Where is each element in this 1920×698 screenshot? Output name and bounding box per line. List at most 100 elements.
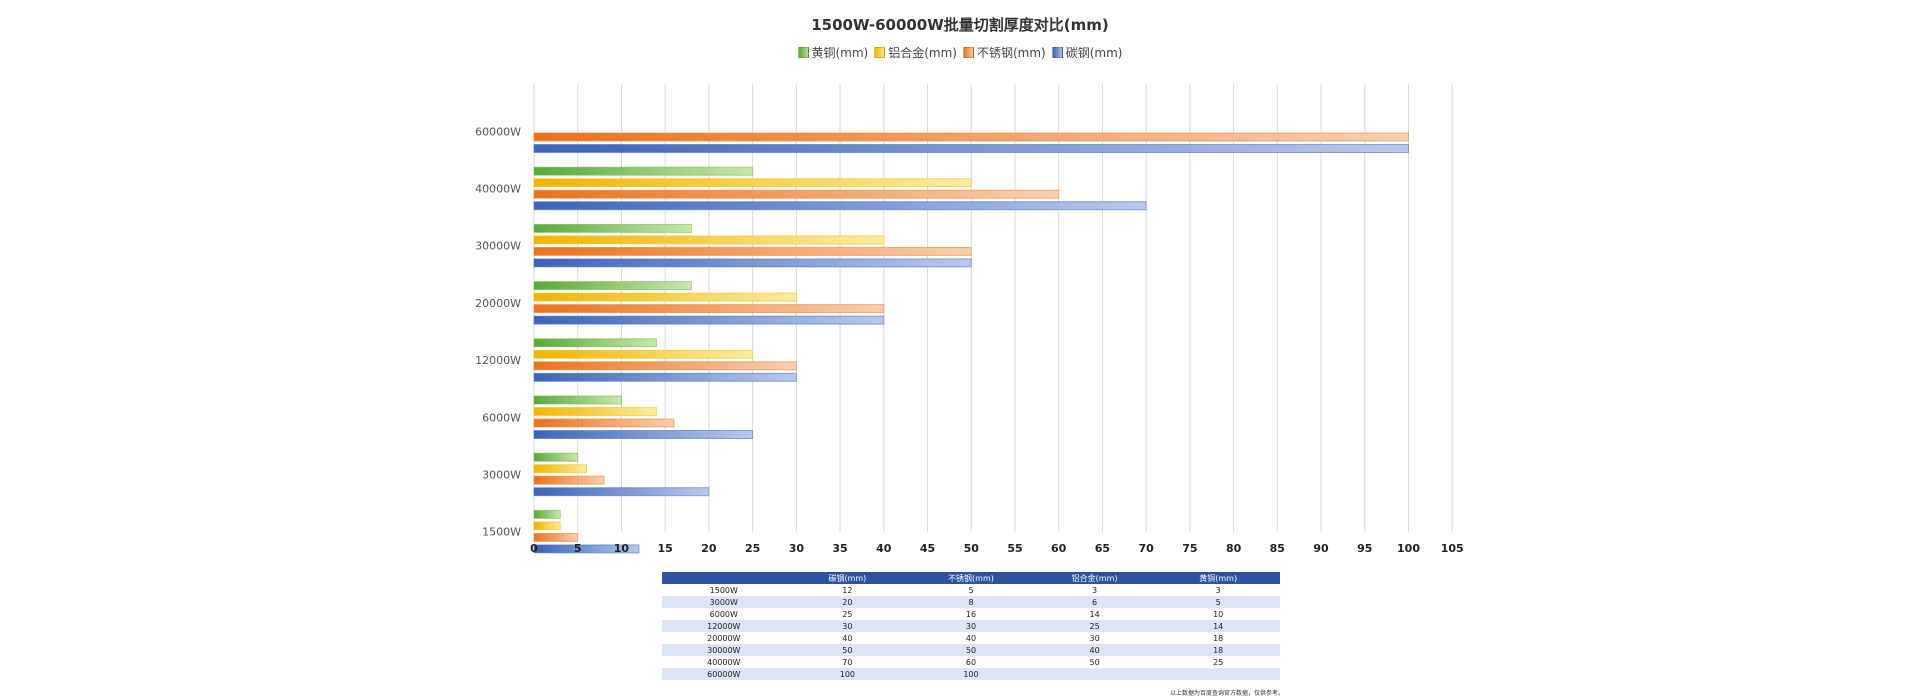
table-header-cell: 不锈钢(mm) [909, 572, 1033, 584]
table-cell: 20000W [662, 632, 786, 644]
x-tick-label: 40 [876, 542, 892, 555]
legend-swatch-brass [797, 47, 809, 58]
table-cell: 12 [785, 584, 910, 596]
table-cell: 10 [1156, 608, 1280, 620]
y-tick-label: 3000W [482, 468, 521, 481]
table-header-cell [662, 572, 786, 584]
table-cell: 30 [785, 620, 910, 632]
bar-3000W-3[interactable] [533, 487, 710, 497]
y-axis: 60000W 40000W 30000W 20000W 12000W 6000W 3000W… [475, 125, 521, 538]
bar-12000W-1[interactable] [533, 349, 754, 359]
table-cell: 100 [909, 668, 1033, 680]
table-cell [1032, 668, 1157, 680]
bar-30000W-2[interactable] [533, 246, 972, 256]
table-cell: 8 [909, 596, 1033, 608]
bar-30000W-1[interactable] [533, 235, 885, 245]
table-cell: 5 [909, 584, 1033, 596]
table-row: 3000W 20 8 6 5 [662, 596, 1280, 608]
data-table-wrap: 碳钢(mm) 不锈钢(mm) 铝合金(mm) 黄铜(mm) 1500W 12 5 3 3… [662, 572, 1280, 680]
bar-20000W-3[interactable] [533, 315, 885, 325]
table-cell: 20 [785, 596, 910, 608]
bar-60000W-3[interactable] [533, 144, 1409, 153]
table-cell: 50 [785, 644, 910, 656]
bar-1500W-1[interactable] [533, 521, 561, 531]
bar-20000W-2[interactable] [533, 304, 885, 314]
table-cell: 40 [785, 632, 910, 644]
bar-6000W-3[interactable] [533, 430, 754, 439]
legend-item-carbon[interactable]: 碳钢(mm) [1051, 44, 1123, 61]
bar-40000W-1[interactable] [533, 178, 972, 188]
table-cell: 14 [1156, 620, 1280, 632]
bar-1500W-3[interactable] [533, 544, 640, 554]
x-tick-label: 60 [1051, 542, 1067, 555]
data-table: 碳钢(mm) 不锈钢(mm) 铝合金(mm) 黄铜(mm) 1500W 12 5 3 3… [662, 572, 1280, 680]
table-cell: 50 [1032, 656, 1157, 668]
bar-30000W-0[interactable] [533, 223, 692, 233]
x-tick-label: 30 [789, 542, 805, 555]
table-cell: 6 [1032, 596, 1157, 608]
table-cell: 60000W [662, 668, 786, 680]
y-tick-label: 1500W [482, 526, 521, 539]
table-row: 40000W 70 60 50 25 [662, 656, 1280, 668]
table-cell: 14 [1032, 608, 1157, 620]
x-tick-label: 100 [1397, 542, 1420, 555]
table-cell: 70 [785, 656, 910, 668]
bar-6000W-2[interactable] [533, 418, 675, 428]
bar-12000W-0[interactable] [533, 338, 657, 348]
x-tick-label: 45 [920, 542, 935, 555]
bar-chart: 60000W 40000W 30000W 20000W 12000W 6000W 3000W… [475, 84, 1464, 555]
bar-20000W-0[interactable] [533, 281, 692, 291]
bar-1500W-0[interactable] [533, 509, 561, 519]
bar-20000W-1[interactable] [533, 292, 797, 302]
table-cell: 1500W [662, 584, 786, 596]
x-tick-label: 90 [1313, 542, 1329, 555]
table-cell: 18 [1156, 632, 1280, 644]
table-cell: 12000W [662, 620, 786, 632]
table-cell: 16 [909, 608, 1033, 620]
table-cell: 40 [909, 632, 1033, 644]
bar-40000W-3[interactable] [533, 201, 1147, 211]
bar-1500W-2[interactable] [533, 532, 579, 542]
x-tick-label: 25 [745, 542, 760, 555]
x-tick-label: 5 [574, 542, 582, 555]
y-tick-label: 40000W [475, 182, 521, 195]
table-cell: 40000W [662, 656, 786, 668]
x-tick-label: 80 [1226, 542, 1242, 555]
bar-3000W-0[interactable] [533, 452, 579, 462]
legend-item-aluminum[interactable]: 铝合金(mm) [874, 44, 957, 61]
legend-item-stainless[interactable]: 不锈钢(mm) [963, 44, 1046, 61]
x-tick-label: 55 [1007, 542, 1022, 555]
bar-6000W-1[interactable] [533, 407, 657, 416]
y-tick-label: 30000W [475, 240, 521, 253]
table-header-cell: 黄铜(mm) [1156, 572, 1280, 584]
bar-40000W-2[interactable] [533, 189, 1060, 199]
table-cell: 18 [1156, 644, 1280, 656]
y-tick-label: 6000W [482, 411, 521, 424]
bar-12000W-2[interactable] [533, 361, 797, 371]
legend-label-stainless: 不锈钢(mm) [977, 46, 1046, 60]
table-row: 30000W 50 50 40 18 [662, 644, 1280, 656]
table-cell: 60 [909, 656, 1033, 668]
bar-30000W-3[interactable] [533, 258, 972, 268]
table-row: 1500W 12 5 3 3 [662, 584, 1280, 596]
bar-40000W-0[interactable] [533, 166, 754, 176]
bar-3000W-1[interactable] [533, 464, 587, 474]
table-cell: 25 [1156, 656, 1280, 668]
table-header-cell: 碳钢(mm) [785, 572, 910, 584]
legend-item-brass[interactable]: 黄铜(mm) [797, 44, 869, 61]
table-row: 12000W 30 30 25 14 [662, 620, 1280, 632]
bar-12000W-3[interactable] [533, 372, 797, 382]
bar-3000W-2[interactable] [533, 475, 605, 485]
legend-label-brass: 黄铜(mm) [811, 46, 869, 60]
x-tick-label: 20 [701, 542, 717, 555]
table-cell [1156, 668, 1280, 680]
table-row: 6000W 25 16 14 10 [662, 608, 1280, 620]
table-cell: 3000W [662, 596, 786, 608]
bars-group [533, 132, 1409, 554]
bar-60000W-2[interactable] [533, 132, 1409, 142]
x-tick-label: 75 [1182, 542, 1197, 555]
bar-6000W-0[interactable] [533, 395, 622, 405]
legend-label-aluminum: 铝合金(mm) [888, 46, 957, 60]
table-cell: 25 [785, 608, 910, 620]
y-tick-label: 20000W [475, 297, 521, 310]
